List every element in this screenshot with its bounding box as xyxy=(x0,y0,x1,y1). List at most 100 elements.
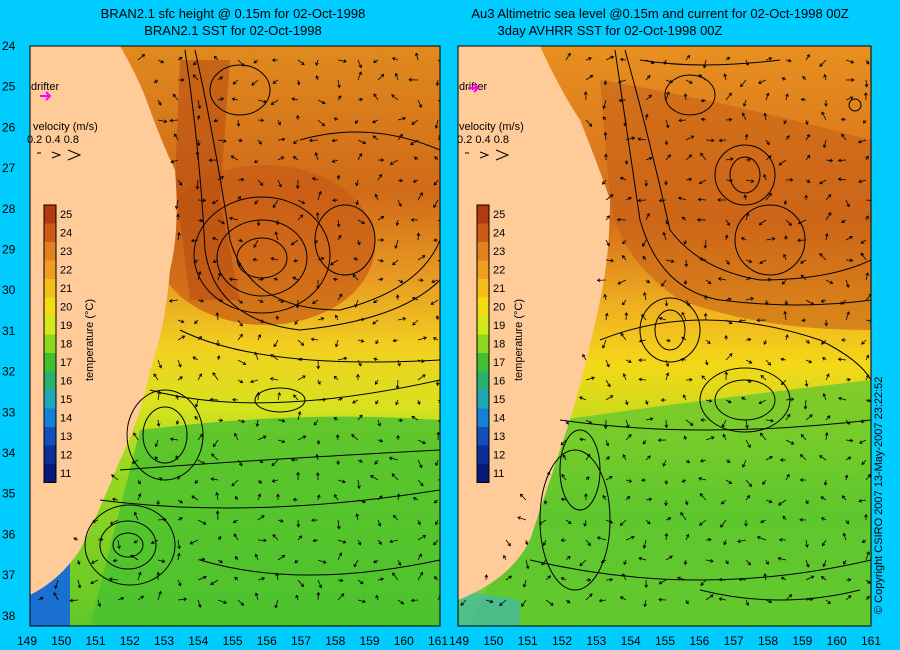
colorbar-swatch xyxy=(477,279,489,298)
right-drifter-icon xyxy=(468,83,480,93)
velocity-arrow xyxy=(434,156,439,161)
velocity-arrow xyxy=(841,133,847,141)
velocity-arrow xyxy=(392,572,399,581)
velocity-arrow xyxy=(805,154,811,161)
velocity-arrow xyxy=(821,539,827,547)
longitude-label: 161 xyxy=(861,634,881,648)
velocity-arrow xyxy=(645,75,651,81)
velocity-arrow xyxy=(698,179,707,185)
colorbar-tick-label: 18 xyxy=(493,339,505,351)
velocity-arrow xyxy=(605,456,610,461)
velocity-arrow xyxy=(251,79,259,86)
velocity-arrow xyxy=(217,536,222,541)
velocity-arrow xyxy=(335,434,340,441)
velocity-arrow xyxy=(619,176,627,181)
velocity-arrow xyxy=(760,374,767,381)
velocity-arrow xyxy=(117,596,125,601)
colorbar-tick-label: 12 xyxy=(493,450,505,462)
velocity-arrow xyxy=(375,399,379,405)
velocity-arrow xyxy=(665,555,673,561)
velocity-arrow xyxy=(865,398,871,403)
velocity-arrow xyxy=(417,479,424,487)
velocity-arrow xyxy=(271,459,279,467)
velocity-arrow xyxy=(565,519,572,524)
velocity-arrow xyxy=(397,133,403,141)
velocity-arrow xyxy=(758,399,767,405)
velocity-arrow xyxy=(542,539,547,546)
velocity-arrow xyxy=(208,158,219,163)
velocity-arrow xyxy=(396,493,401,501)
velocity-arrow xyxy=(685,419,694,426)
velocity-arrow xyxy=(154,439,159,448)
velocity-arrow xyxy=(845,279,850,289)
velocity-arrow xyxy=(665,372,670,381)
velocity-arrow xyxy=(625,419,630,429)
velocity-arrow xyxy=(277,391,281,401)
velocity-arrow xyxy=(702,59,707,69)
velocity-arrow xyxy=(805,559,810,568)
latitude-label: 37 xyxy=(2,568,16,582)
velocity-arrow xyxy=(622,239,627,245)
colorbar-tick-label: 17 xyxy=(60,357,72,369)
colorbar-swatch xyxy=(44,279,56,298)
velocity-arrow xyxy=(560,538,567,543)
velocity-arrow xyxy=(825,193,832,201)
velocity-arrow xyxy=(277,439,286,444)
velocity-arrow xyxy=(177,179,183,186)
velocity-arrow xyxy=(763,112,768,121)
velocity-arrow xyxy=(625,136,636,141)
left-title-line1: BRAN2.1 sfc height @ 0.15m for 02-Oct-19… xyxy=(101,6,366,21)
velocity-arrow xyxy=(499,599,507,607)
velocity-arrow xyxy=(699,257,707,262)
velocity-arrow xyxy=(820,517,827,521)
velocity-arrow xyxy=(408,77,419,82)
velocity-arrow xyxy=(740,79,747,88)
velocity-arrow xyxy=(745,276,751,281)
velocity-arrow xyxy=(625,495,631,501)
velocity-arrow xyxy=(277,519,284,523)
velocity-arrow xyxy=(819,253,827,261)
velocity-arrow xyxy=(784,299,789,306)
velocity-arrow xyxy=(197,459,206,465)
velocity-arrow xyxy=(177,539,181,550)
velocity-arrow xyxy=(357,479,361,490)
velocity-arrow xyxy=(336,459,340,466)
velocity-arrow xyxy=(697,197,707,202)
colorbar-tick-label: 12 xyxy=(60,450,72,462)
velocity-arrow xyxy=(721,419,727,428)
velocity-arrow xyxy=(333,117,339,121)
velocity-arrow xyxy=(317,379,321,385)
velocity-arrow xyxy=(37,596,44,601)
velocity-arrow xyxy=(395,379,400,390)
colorbar-tick-label: 16 xyxy=(493,376,505,388)
velocity-arrow xyxy=(91,519,99,524)
longitude-label: 149 xyxy=(17,634,37,648)
velocity-arrow xyxy=(585,119,593,127)
velocity-arrow xyxy=(234,556,239,561)
velocity-arrow xyxy=(410,217,419,222)
velocity-arrow xyxy=(197,336,203,341)
velocity-arrow xyxy=(430,299,439,305)
velocity-arrow xyxy=(861,459,867,466)
velocity-arrow xyxy=(197,198,207,203)
velocity-arrow xyxy=(373,299,379,303)
velocity-arrow xyxy=(665,119,670,129)
velocity-arrow xyxy=(157,559,166,563)
velocity-arrow xyxy=(257,299,264,303)
velocity-arrow xyxy=(353,257,359,261)
velocity-arrow xyxy=(683,559,688,566)
velocity-arrow xyxy=(308,138,319,143)
velocity-arrow xyxy=(211,199,219,205)
velocity-arrow xyxy=(97,599,102,608)
velocity-arrow xyxy=(194,479,199,484)
velocity-arrow xyxy=(824,99,828,107)
velocity-arrow xyxy=(270,354,279,361)
velocity-arrow xyxy=(799,518,807,522)
velocity-arrow xyxy=(210,477,219,482)
velocity-arrow xyxy=(617,79,627,84)
velocity-arrow xyxy=(545,471,551,481)
velocity-arrow xyxy=(311,299,319,304)
velocity-arrow xyxy=(337,397,343,402)
velocity-arrow xyxy=(737,539,747,544)
velocity-arrow xyxy=(845,377,851,382)
